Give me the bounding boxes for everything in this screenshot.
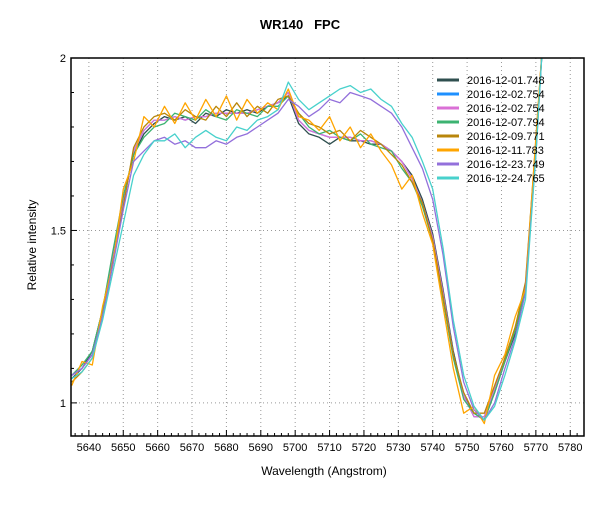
y-axis-label: Relative intensity xyxy=(25,200,39,291)
x-tick-label: 5770 xyxy=(524,442,548,454)
x-axis-label: Wavelength (Angstrom) xyxy=(261,464,387,478)
x-tick-label: 5700 xyxy=(283,442,307,454)
series-lines xyxy=(71,58,543,425)
x-tick-label: 5760 xyxy=(489,442,513,454)
legend-label-5: 2016-12-09.771 xyxy=(467,131,545,143)
legend-label-1: 2016-12-01.748 xyxy=(467,75,545,87)
legend-label-7: 2016-12-23.749 xyxy=(467,159,545,171)
legend-label-6: 2016-12-11.783 xyxy=(467,145,544,157)
series-line-5 xyxy=(71,58,543,414)
legend-label-8: 2016-12-24.765 xyxy=(467,173,545,185)
x-tick-label: 5780 xyxy=(558,442,582,454)
x-tick-label: 5730 xyxy=(386,442,410,454)
x-tick-label: 5650 xyxy=(111,442,135,454)
legend-label-4: 2016-12-07.794 xyxy=(467,117,545,129)
x-tick-label: 5720 xyxy=(352,442,376,454)
x-tick-label: 5710 xyxy=(317,442,341,454)
y-tick-label: 2 xyxy=(60,53,66,65)
x-tick-label: 5740 xyxy=(420,442,444,454)
chart-title: WR140 FPC xyxy=(260,17,341,32)
x-tick-label: 5750 xyxy=(455,442,479,454)
x-tick-label: 5670 xyxy=(180,442,204,454)
legend-label-3: 2016-12-02.754 xyxy=(467,103,545,115)
y-tick-label: 1.5 xyxy=(51,225,66,237)
y-tick-label: 1 xyxy=(60,398,66,410)
x-tick-label: 5680 xyxy=(214,442,238,454)
series-line-6 xyxy=(71,58,543,425)
legend-label-2: 2016-12-02.754 xyxy=(467,89,545,101)
axis-ticks: 5640 5650 5660 5670 5680 5690 5700 5710 5720 5730… xyxy=(51,53,583,454)
series-line-8 xyxy=(71,58,543,421)
series-line-4 xyxy=(71,58,543,421)
series-line-7 xyxy=(71,58,543,421)
legend: 2016-12-01.748 2016-12-02.754 2016-12-02.7… xyxy=(437,75,545,185)
x-tick-label: 5690 xyxy=(249,442,273,454)
x-tick-label: 5640 xyxy=(77,442,101,454)
plot-frame xyxy=(70,57,585,437)
x-tick-label: 5660 xyxy=(145,442,169,454)
